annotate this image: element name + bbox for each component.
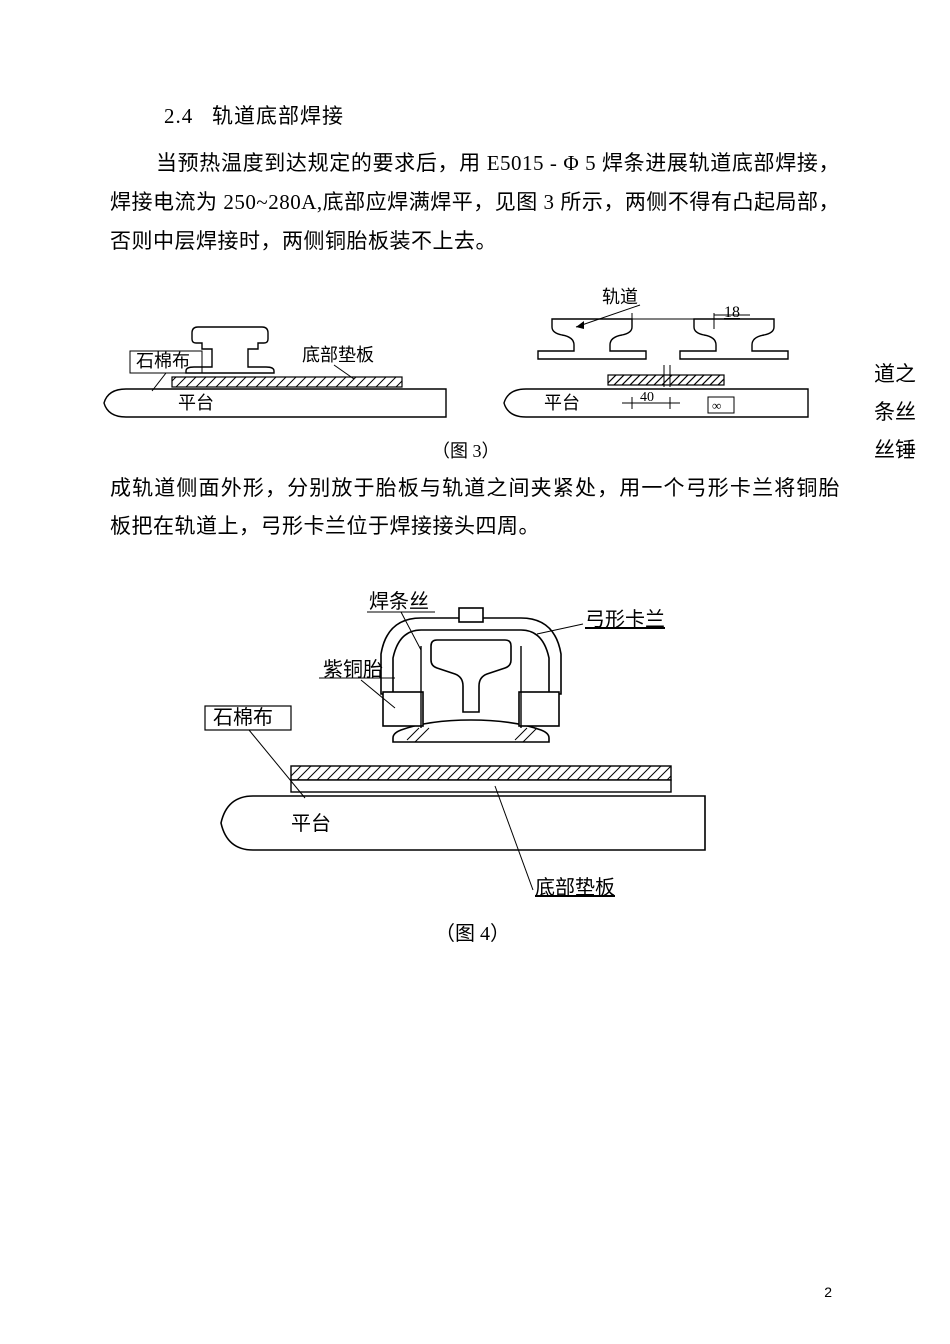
paragraph-1: 当预热温度到达规定的要求后，用 E5015 - Φ 5 焊条进展轨道底部焊接，焊… [110, 144, 840, 261]
fig3-label-platform-l: 平台 [178, 393, 214, 413]
fig3-dim-inf: ∞ [712, 398, 721, 413]
section-num: 2.4 [164, 104, 193, 128]
fig3-label-platform-r: 平台 [544, 393, 580, 413]
fig3-dim-40: 40 [640, 390, 654, 405]
section-heading: 轨道底部焊接 [212, 104, 344, 128]
fig4-caption: （图 4） [435, 922, 510, 945]
figure-4-container: 焊条丝 弓形卡兰 紫铜胎 石棉布 平台 底部垫板 （图 4） [195, 580, 755, 965]
fig3-caption: （图 3） [432, 441, 500, 461]
fig3-label-rail: 轨道 [602, 287, 638, 307]
page-number: 2 [824, 1284, 832, 1300]
section-title: 2.4 轨道底部焊接 [164, 100, 840, 130]
paragraph-2: 成轨道侧面外形，分别放于胎板与轨道之间夹紧处，用一个弓形卡兰将铜胎板把在轨道上，… [110, 469, 840, 547]
occluded-text-3: 丝锤 [874, 431, 916, 470]
figure-3-svg: 石棉布 底部垫板 平台 18 [102, 269, 822, 469]
fig4-label-platform: 平台 [291, 812, 331, 835]
fig4-label-asbestos: 石棉布 [213, 706, 273, 729]
fig4-label-clamp: 弓形卡兰 [585, 608, 665, 631]
fig4-label-wire: 焊条丝 [369, 590, 429, 613]
fig3-label-asbestos: 石棉布 [136, 351, 190, 371]
figure-3-container: 道之 条丝 丝锤 [110, 269, 840, 469]
figure-4-svg: 焊条丝 弓形卡兰 紫铜胎 石棉布 平台 底部垫板 （图 4） [195, 580, 755, 960]
fig3-label-bottompad: 底部垫板 [302, 345, 374, 365]
occluded-text-2: 条丝 [874, 393, 916, 432]
occluded-text-1: 道之 [874, 355, 916, 394]
fig3-dim-18: 18 [724, 304, 740, 321]
fig4-label-bottompad: 底部垫板 [535, 876, 615, 899]
